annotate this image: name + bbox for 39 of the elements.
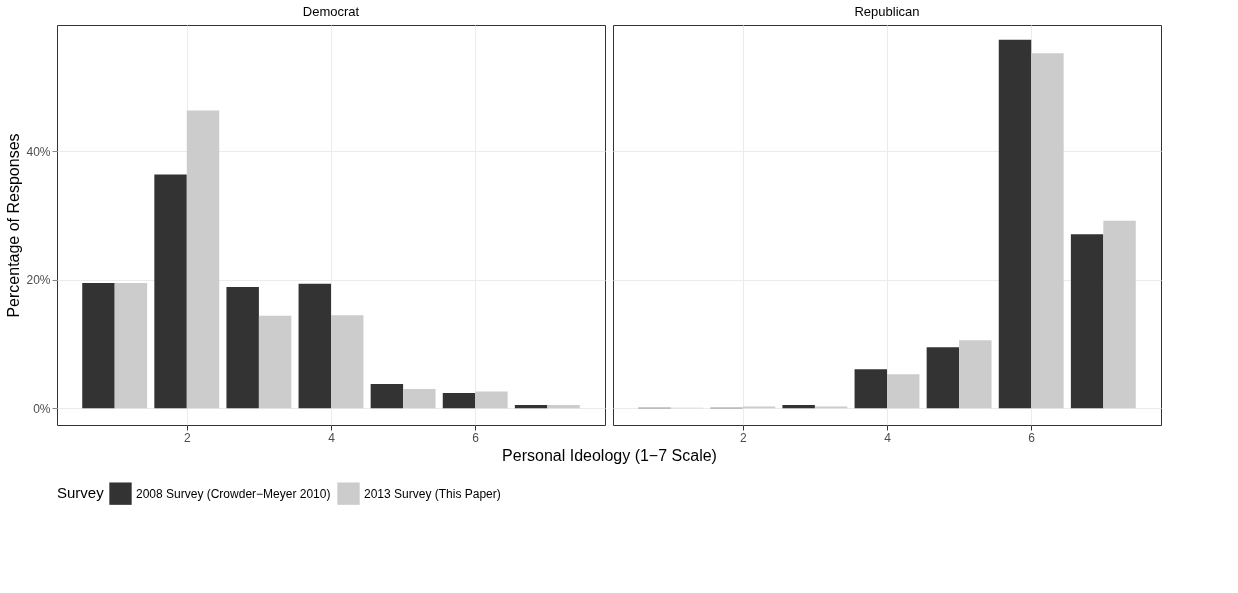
bar	[298, 283, 331, 409]
bar	[854, 369, 887, 409]
x-tick-label: 6	[1028, 430, 1036, 445]
legend-title: Survey	[57, 484, 105, 501]
bar	[82, 283, 115, 409]
bar	[1070, 234, 1104, 409]
bar	[998, 39, 1032, 409]
y-tick-label: 20%	[26, 273, 51, 288]
x-tick-label: 4	[328, 430, 336, 445]
bar	[226, 286, 259, 409]
x-axis-title: Personal Ideology (1−7 Scale)	[502, 446, 717, 464]
y-tick-label: 0%	[33, 401, 51, 416]
bar	[114, 283, 148, 409]
bar	[370, 383, 404, 409]
bar	[926, 347, 960, 409]
bar	[442, 392, 476, 409]
bar	[475, 391, 508, 409]
bar	[959, 340, 992, 409]
y-tick-label: 40%	[26, 144, 51, 159]
x-tick-label: 6	[472, 430, 480, 445]
bar	[1031, 53, 1064, 409]
y-axis-title: Percentage of Responses	[5, 133, 23, 318]
bar	[1103, 220, 1136, 409]
bar	[514, 405, 548, 409]
bar	[403, 389, 436, 409]
x-tick-label: 2	[739, 430, 747, 445]
bar	[186, 110, 220, 409]
legend-label: 2013 Survey (This Paper)	[364, 486, 501, 501]
x-tick-label: 4	[884, 430, 892, 445]
bar	[547, 405, 580, 409]
bar	[331, 315, 364, 409]
bar	[782, 405, 815, 409]
bar	[154, 174, 187, 409]
chart-title: Democrat	[302, 4, 360, 19]
legend-label: 2008 Survey (Crowder−Meyer 2010)	[136, 486, 331, 501]
chart-title: Republican	[854, 4, 920, 19]
x-tick-label: 2	[183, 430, 191, 445]
bar	[258, 315, 292, 409]
bar	[887, 374, 920, 409]
